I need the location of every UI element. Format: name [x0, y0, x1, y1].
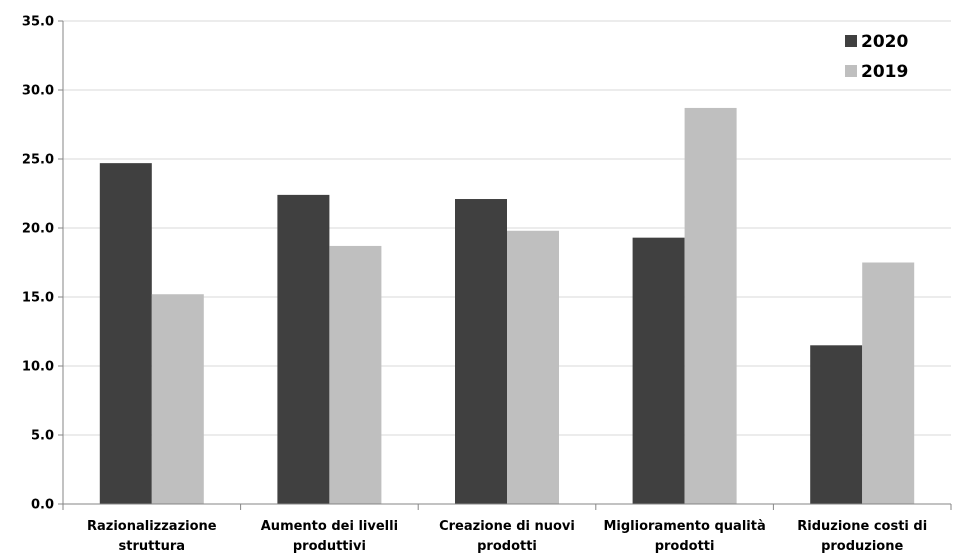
- y-tick-label: 15.0: [22, 291, 54, 306]
- legend: 2020 2019: [845, 32, 908, 82]
- x-category-label: prodotti: [655, 539, 715, 554]
- bar-2020: [632, 237, 685, 504]
- x-category-label: Creazione di nuovi: [439, 519, 575, 534]
- bar-2019: [862, 262, 915, 504]
- x-category-label: struttura: [119, 539, 186, 554]
- legend-swatch-2019: [845, 65, 857, 77]
- bar-2019: [329, 245, 382, 504]
- x-category-label: Aumento dei livelli: [261, 519, 398, 534]
- y-tick-label: 30.0: [22, 84, 54, 99]
- bar-2020: [810, 345, 863, 504]
- bar-2019: [684, 107, 737, 504]
- axes: 0.0 5.0 10.0 15.0 20.0 25.0 30.0 35.0 Razionaliz…: [22, 15, 952, 554]
- legend-swatch-2020: [845, 35, 857, 47]
- bar-2020: [277, 194, 330, 504]
- x-category-label: Miglioramento qualità: [603, 519, 765, 534]
- x-category-label: prodotti: [477, 539, 537, 554]
- y-tick-label: 0.0: [31, 498, 54, 513]
- bar-2019: [507, 230, 559, 504]
- legend-label-2019: 2019: [861, 62, 908, 82]
- bar-2019: [151, 294, 204, 504]
- y-tick-label: 5.0: [31, 429, 54, 444]
- y-tick-label: 20.0: [22, 222, 54, 237]
- y-tick-label: 10.0: [22, 360, 54, 375]
- x-category-label: produzione: [821, 539, 903, 554]
- x-category-label: Razionalizzazione: [87, 519, 217, 534]
- bar-2020: [99, 163, 152, 504]
- y-tick-label: 35.0: [22, 15, 54, 30]
- bar-2020: [455, 199, 507, 504]
- y-tick-label: 25.0: [22, 153, 54, 168]
- x-category-label: Riduzione costi di: [797, 519, 927, 534]
- legend-label-2020: 2020: [861, 32, 908, 52]
- bars: [99, 107, 915, 504]
- x-category-label: produttivi: [293, 539, 366, 554]
